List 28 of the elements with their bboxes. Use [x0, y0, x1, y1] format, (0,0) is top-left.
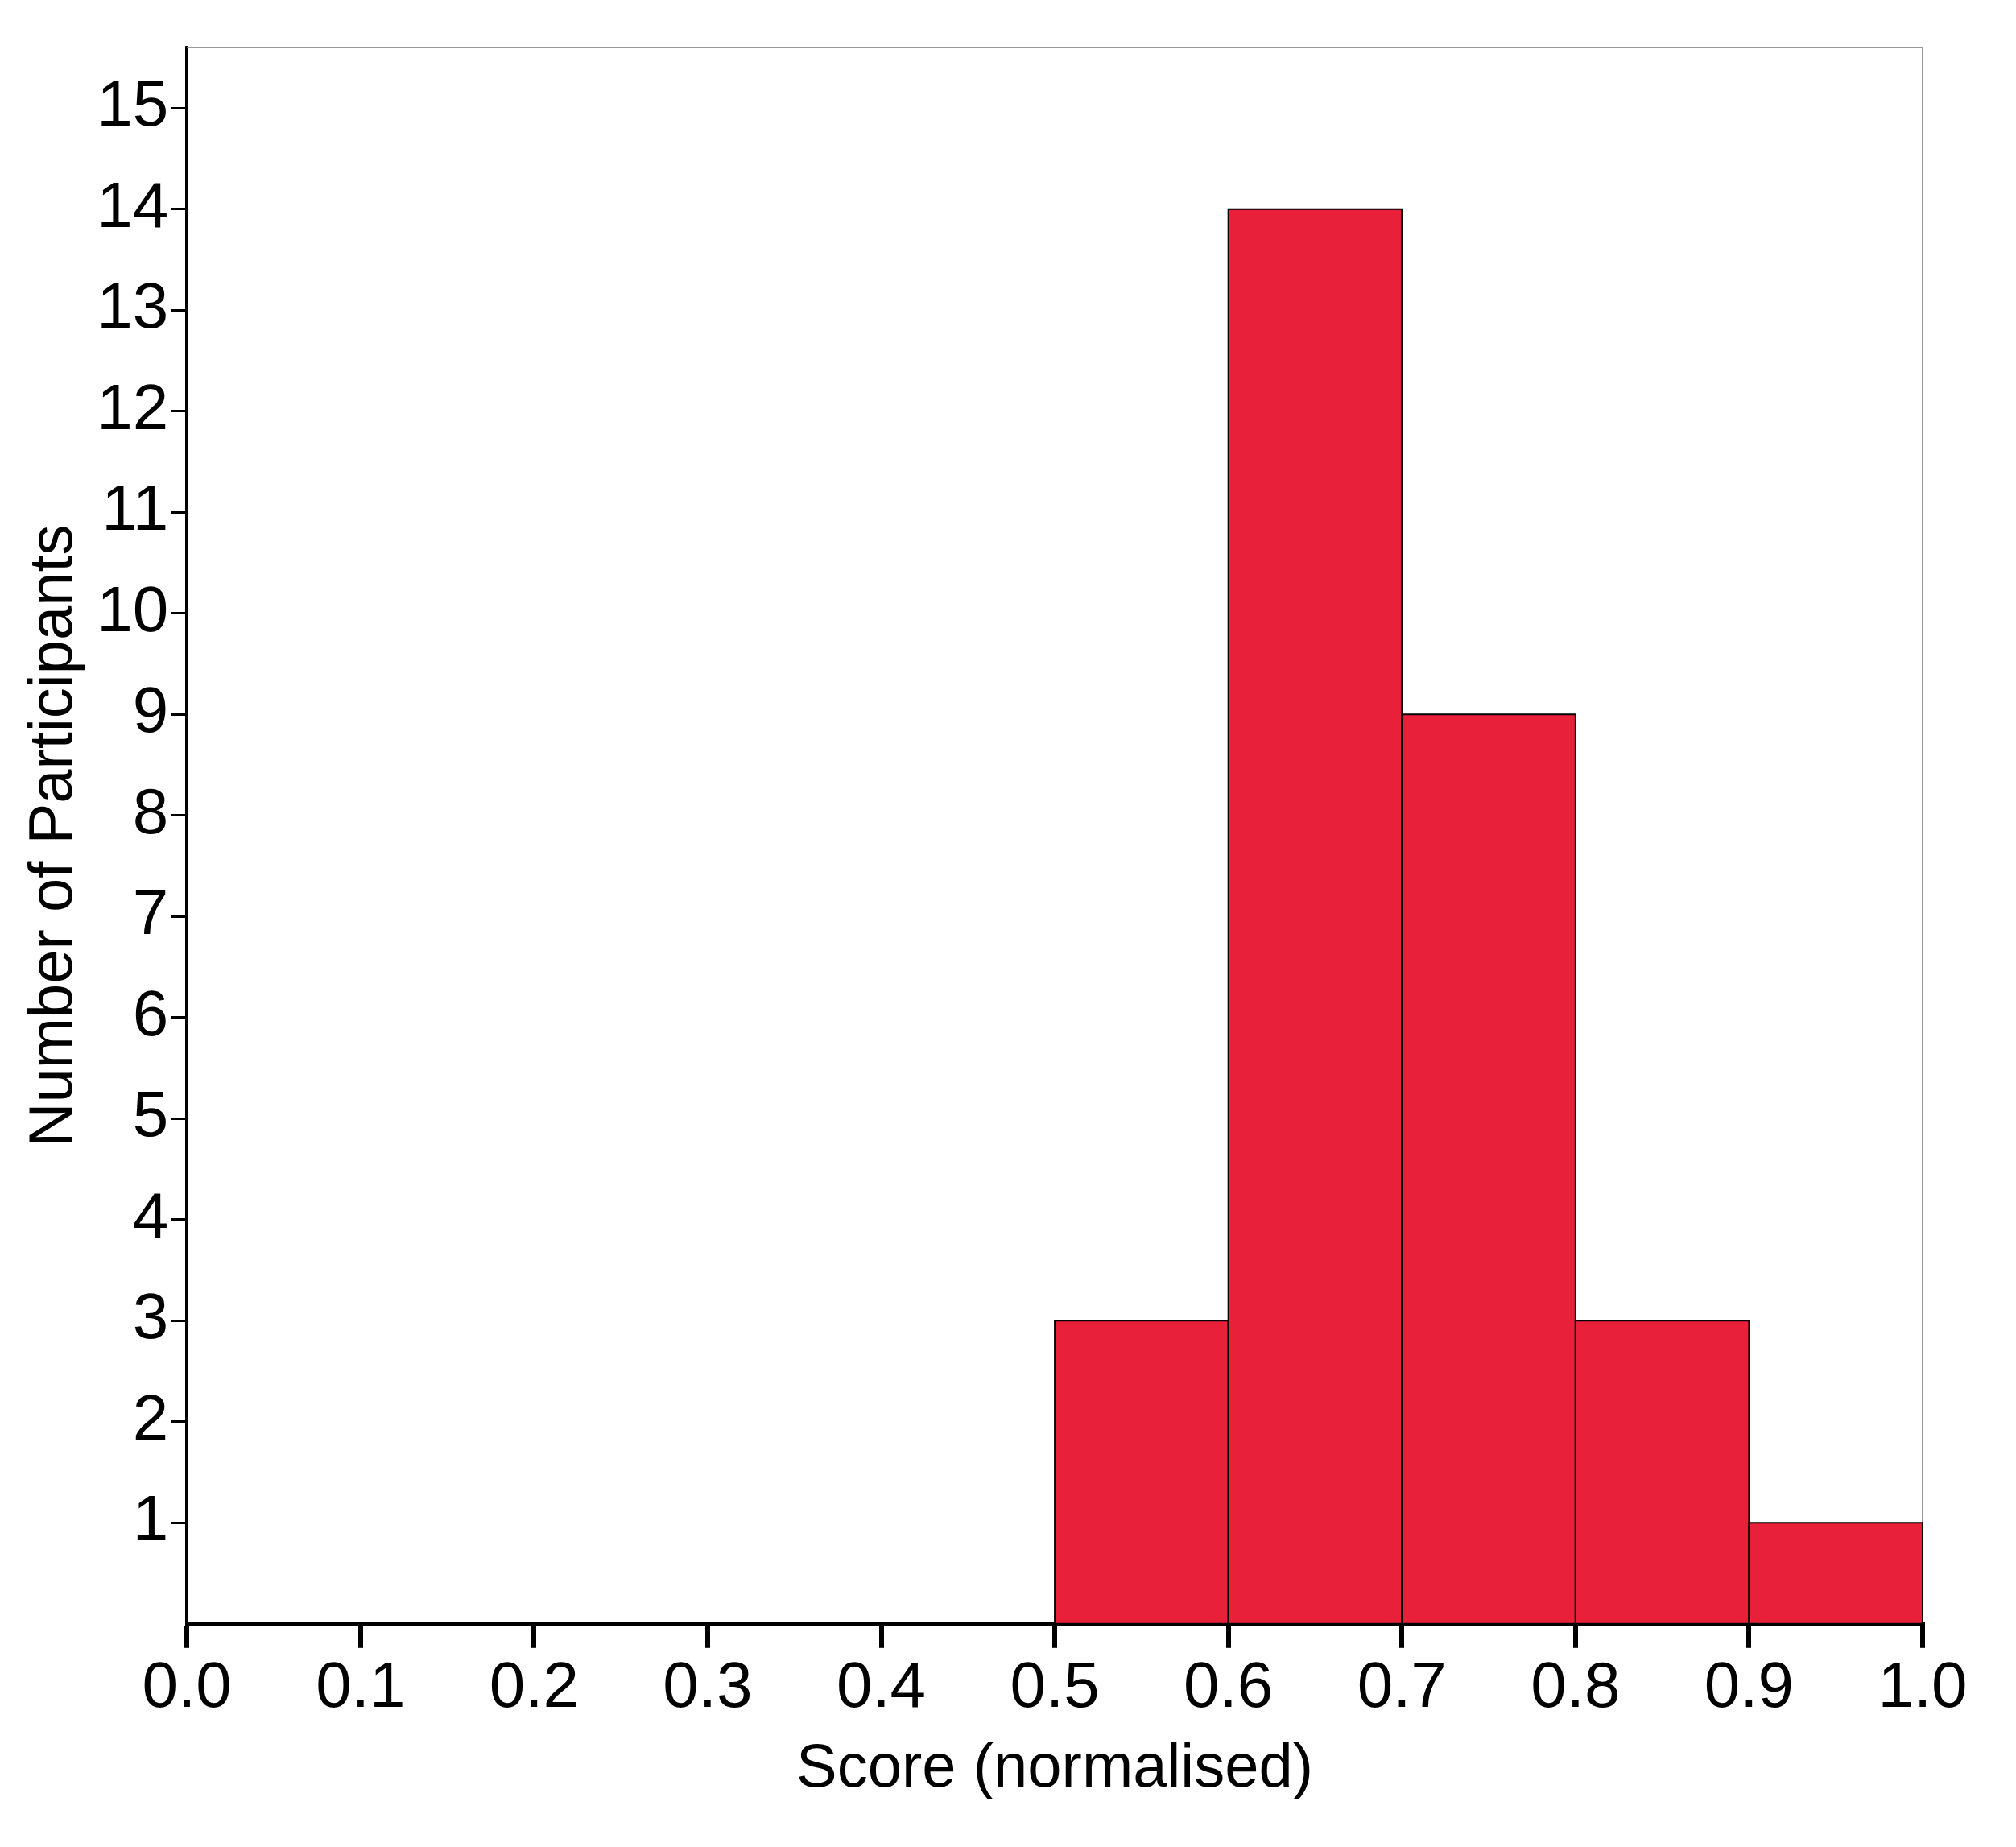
x-tick-label: 0.5 [1010, 1648, 1100, 1721]
y-tick-label: 9 [132, 674, 169, 746]
y-tick-label: 6 [132, 977, 169, 1049]
x-tick-label: 0.3 [663, 1648, 753, 1721]
x-tick-label: 0.8 [1531, 1648, 1621, 1721]
y-tick-label: 7 [132, 876, 169, 948]
x-tick-label: 0.0 [142, 1648, 232, 1721]
y-tick-label: 14 [97, 168, 169, 241]
x-tick-label: 0.4 [836, 1648, 927, 1721]
x-tick-label: 1.0 [1878, 1648, 1968, 1721]
y-tick-label: 5 [132, 1078, 169, 1151]
x-tick-label: 0.6 [1184, 1648, 1274, 1721]
x-tick-label: 0.9 [1704, 1648, 1795, 1721]
y-tick-label: 2 [132, 1381, 169, 1453]
y-axis-title: Number of Participants [15, 524, 85, 1147]
y-tick-label: 3 [132, 1280, 169, 1353]
x-axis-title: Score (normalised) [796, 1731, 1314, 1800]
x-tick-label: 0.2 [489, 1648, 579, 1721]
y-tick-label: 1 [132, 1482, 169, 1555]
y-tick-label: 8 [132, 775, 169, 847]
y-tick-label: 11 [101, 472, 169, 544]
y-tick-label: 12 [97, 370, 169, 443]
y-tick-label: 13 [97, 270, 169, 342]
x-tick-label: 0.1 [316, 1648, 406, 1721]
y-tick-label: 4 [132, 1179, 169, 1251]
y-tick-label: 10 [97, 572, 169, 645]
x-tick-label: 0.7 [1357, 1648, 1447, 1721]
y-tick-label: 15 [97, 68, 169, 140]
